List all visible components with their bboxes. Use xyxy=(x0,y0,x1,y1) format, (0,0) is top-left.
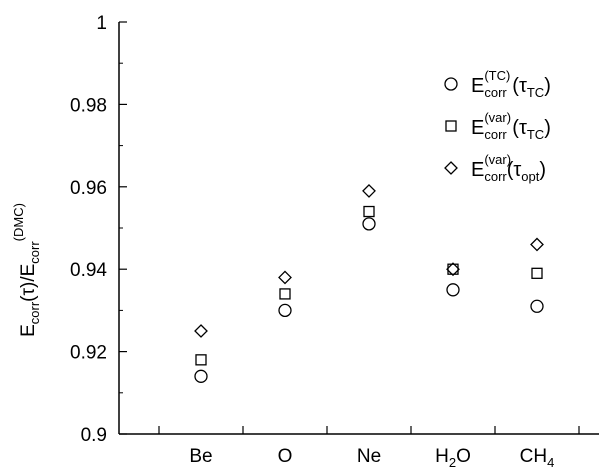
data-point-diamond xyxy=(446,262,460,277)
data-point-square xyxy=(447,263,459,275)
y-axis-ticks: 0.9 0.92 0.94 0.96 0.98 1 xyxy=(70,13,127,446)
y-tick-label: 0.9 xyxy=(81,425,107,446)
data-point-circle xyxy=(194,369,208,383)
y-tick-label: 0.96 xyxy=(70,178,107,199)
x-tick-label: O xyxy=(278,446,293,467)
data-point-diamond xyxy=(530,237,544,252)
x-axis-ticks: Be O Ne H2O CH4 xyxy=(158,426,580,468)
data-point-square xyxy=(531,267,543,279)
x-tick-label: Ne xyxy=(357,446,381,467)
legend-label: E(var) corr (τTC) xyxy=(471,110,551,142)
data-point-circle xyxy=(446,283,460,297)
data-point-square xyxy=(363,205,375,218)
legend-marker-circle xyxy=(444,77,458,91)
x-tick-label: Be xyxy=(189,446,212,467)
y-tick-label: 0.92 xyxy=(70,343,107,364)
data-point-square xyxy=(195,354,207,366)
data-point-diamond xyxy=(278,270,292,285)
y-axis-label: Ecorr(τ)/Ecorr(DMC) xyxy=(11,203,42,337)
y-tick-label: 1 xyxy=(96,13,107,34)
y-tick-label: 0.98 xyxy=(70,95,107,116)
x-tick-label: H2O xyxy=(435,446,471,468)
x-tick-label: CH4 xyxy=(520,446,555,468)
plot-axes xyxy=(118,22,599,435)
data-point-diamond xyxy=(194,324,208,338)
legend: E(TC) corr (τTC) E(var) corr (τTC) E(var) cor… xyxy=(444,68,551,184)
legend-label: E(TC) corr (τTC) xyxy=(471,68,551,100)
data-point-circle xyxy=(530,299,544,313)
y-tick-label: 0.94 xyxy=(70,260,107,281)
legend-label: E(var) corr(τopt) xyxy=(471,152,546,184)
data-point-circle xyxy=(278,303,292,318)
data-points xyxy=(194,184,544,383)
data-point-square xyxy=(279,288,291,300)
legend-marker-diamond xyxy=(444,161,458,175)
legend-marker-square xyxy=(445,120,457,132)
data-point-diamond xyxy=(362,184,376,198)
data-point-circle xyxy=(362,217,376,231)
